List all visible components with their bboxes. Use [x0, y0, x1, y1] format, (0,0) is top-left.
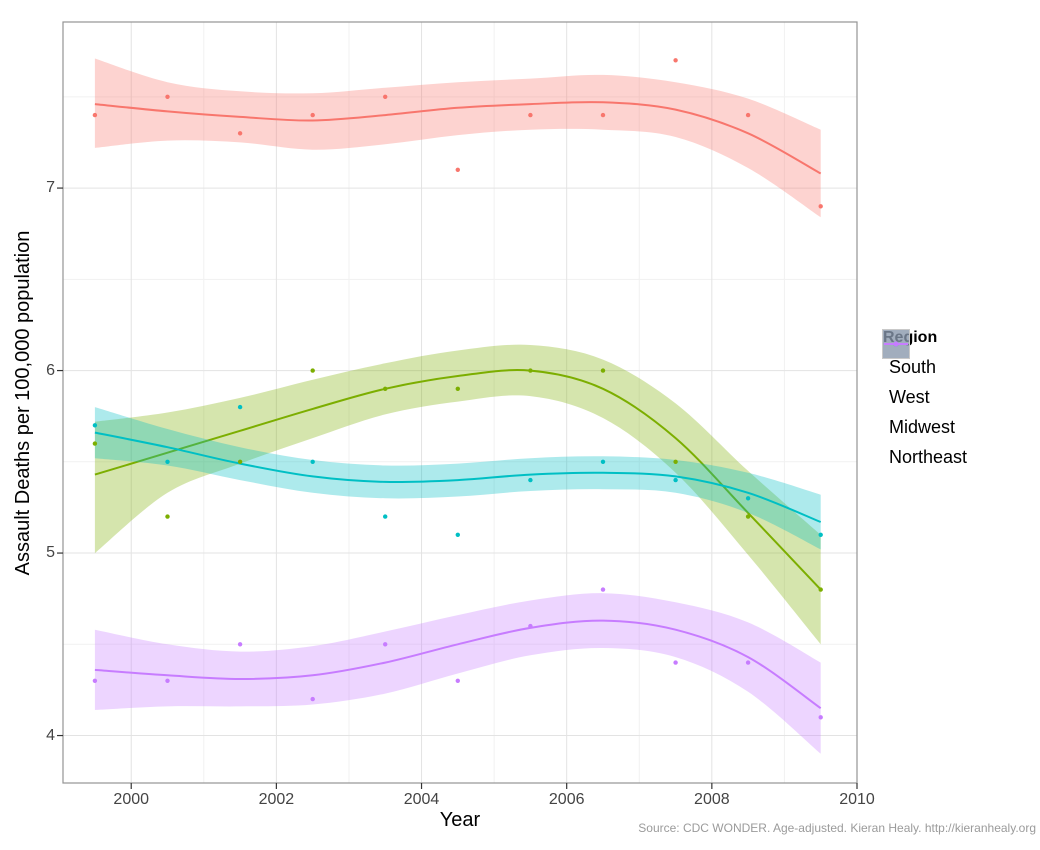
legend-label: South [889, 356, 937, 377]
legend-item-west: West [882, 329, 1040, 412]
points-south [92, 58, 823, 209]
source-caption: Source: CDC WONDER. Age-adjusted. Kieran… [638, 821, 1036, 835]
legend-item-midwest: Midwest [882, 329, 1040, 442]
x-tick-label: 2008 [694, 791, 730, 808]
x-tick-label: 2004 [403, 791, 440, 808]
y-tick-label: 4 [46, 726, 55, 744]
legend-key-northeast [882, 329, 910, 359]
points-northeast [92, 587, 823, 720]
y-tick-label: 7 [46, 179, 55, 197]
x-tick-label: 2010 [839, 791, 875, 808]
y-tick-label: 5 [46, 544, 55, 562]
points-midwest [92, 404, 823, 537]
smooth-northeast [94, 593, 822, 754]
smooth-west [94, 344, 822, 645]
legend-label: West [889, 386, 930, 407]
x-tick-label: 2006 [548, 791, 585, 808]
legend: Region South West Midwest Northeast [882, 329, 1040, 472]
major-gridlines [63, 22, 858, 783]
y-axis-title: Assault Deaths per 100,000 population [12, 230, 34, 576]
x-tick-label: 2000 [113, 791, 150, 808]
x-axis-title: Year [439, 809, 481, 831]
y-tick-label: 6 [46, 361, 55, 379]
panel-border [62, 21, 858, 784]
axis-tick-marks [57, 187, 858, 789]
points-west [92, 368, 823, 592]
smooth-south [94, 58, 822, 218]
legend-label: Northeast [889, 446, 968, 467]
x-tick-label: 2002 [258, 791, 295, 808]
legend-items: South West Midwest Northeast [882, 329, 1040, 472]
smooth-midwest [94, 407, 822, 550]
legend-item-northeast: Northeast [882, 329, 1040, 472]
legend-label: Midwest [889, 416, 956, 437]
